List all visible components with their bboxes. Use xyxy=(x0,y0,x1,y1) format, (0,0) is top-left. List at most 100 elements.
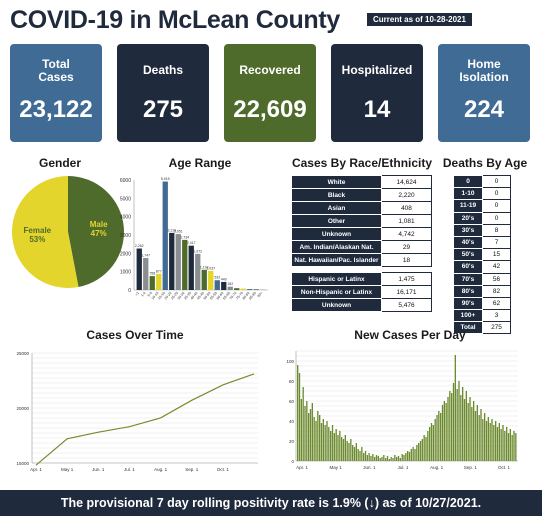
new-cases-bar xyxy=(372,454,374,461)
deaths-row: 40's 7 xyxy=(453,235,511,250)
new-cases-bar xyxy=(485,421,488,461)
age-bar-value-label: 5,915 xyxy=(161,177,170,181)
age-range-chart: 0 1000 2000 3000 4000 5000 6000 2,262 <1 1,747 1-4… xyxy=(120,177,268,301)
race-value: 408 xyxy=(381,201,432,215)
new-cases-bar xyxy=(474,411,477,461)
new-cases-bar xyxy=(416,445,418,461)
new-cases-bar xyxy=(348,443,350,461)
new-cases-bar xyxy=(443,401,445,461)
new-cases-bar xyxy=(504,431,506,461)
age-bar xyxy=(227,286,233,290)
age-category-label: 90+ xyxy=(257,291,264,298)
age-y-tick-label: 4000 xyxy=(120,215,131,221)
deaths-age-label: 1-10 xyxy=(453,187,483,201)
age-category-label: 80-84 xyxy=(242,291,251,300)
age-bar-value-label: 3,116 xyxy=(168,228,177,232)
card-value: 22,609 xyxy=(233,96,307,123)
new-cases-bar xyxy=(331,425,334,461)
as-of-badge: Current as of 10-28-2021 xyxy=(367,13,472,26)
new-cases-bar xyxy=(445,403,447,461)
new-cases-bar xyxy=(401,454,403,461)
bar-x-tick-label: Jun. 1 xyxy=(363,465,376,470)
deaths-row: 70's 56 xyxy=(453,272,511,286)
cases-over-time-chart: 15000 20000 25000 Apr. 1 May 1 Jun. 1 Jul. 1 Au… xyxy=(16,351,258,472)
age-y-tick-label: 5000 xyxy=(120,196,131,202)
age-bar-value-label: 2,734 xyxy=(180,235,189,239)
deaths-count: 8 xyxy=(482,223,511,237)
new-cases-bar xyxy=(429,427,431,461)
pie-label-percent: 53% xyxy=(29,235,45,244)
new-cases-bar xyxy=(469,397,471,461)
new-cases-bar xyxy=(458,381,460,461)
new-cases-chart: 0 20 40 60 80 100 Apr. 1 May 1 Jun. 1 Jul. 1 Aug. … xyxy=(286,350,518,470)
pie-label-percent: 47% xyxy=(91,229,107,238)
age-category-label: 25-29 xyxy=(170,291,179,300)
age-category-label: 1-4 xyxy=(140,291,146,297)
age-bar-value-label: 1,747 xyxy=(141,253,150,257)
age-y-tick-label: 3000 xyxy=(120,233,131,239)
card-total-cases: Total Cases 23,122 xyxy=(10,44,102,142)
deaths-row: 80's 82 xyxy=(453,284,511,298)
age-y-tick-label: 0 xyxy=(128,288,131,294)
line-series-cases xyxy=(35,373,255,466)
race-label: Non-Hispanic or Latinx xyxy=(291,285,382,299)
line-y-tick-label: 15000 xyxy=(16,461,29,466)
age-y-tick-label: 1000 xyxy=(120,270,131,276)
pie-slice-female xyxy=(12,176,79,288)
new-cases-bar xyxy=(509,429,511,461)
age-bar-value-label: 1,037 xyxy=(206,266,215,270)
deaths-age-label: 100+ xyxy=(453,309,483,323)
new-cases-bar xyxy=(495,421,497,461)
age-bar-value-label: 2,417 xyxy=(187,241,196,245)
new-cases-bar xyxy=(456,389,458,461)
deaths-by-age-title: Deaths By Age xyxy=(442,156,528,170)
age-bar xyxy=(201,269,207,290)
card-deaths: Deaths 275 xyxy=(117,44,209,142)
new-cases-bar xyxy=(383,455,385,461)
new-cases-bar xyxy=(333,433,335,461)
new-cases-bar xyxy=(484,413,486,461)
new-cases-bar xyxy=(513,431,515,461)
new-cases-bar xyxy=(440,413,442,461)
new-cases-bar xyxy=(493,425,495,461)
race-row: Am. Indian/Alaskan Nat. 29 xyxy=(291,240,432,254)
new-cases-bar xyxy=(319,415,321,461)
positivity-footer: The provisional 7 day rolling positivity… xyxy=(0,490,542,516)
age-y-tick-label: 2000 xyxy=(120,251,131,257)
age-category-label: 55-59 xyxy=(209,291,218,300)
deaths-age-label: Total xyxy=(453,321,483,335)
age-bar xyxy=(149,276,155,290)
age-range-title: Age Range xyxy=(168,156,232,170)
race-row: Unknown 4,742 xyxy=(291,227,432,241)
bar-x-tick-label: Apr. 1 xyxy=(296,465,308,470)
page-title: COVID-19 in McLean County xyxy=(10,6,341,34)
age-bar-value-label: 877 xyxy=(156,269,162,273)
deaths-row: 11-19 0 xyxy=(453,199,511,213)
new-cases-bar xyxy=(463,399,466,461)
race-value: 18 xyxy=(381,253,432,267)
new-cases-bar xyxy=(298,373,301,461)
card-value: 275 xyxy=(142,96,184,123)
race-label: Unknown xyxy=(291,298,382,312)
new-cases-bar xyxy=(511,435,513,461)
deaths-age-label: 20's xyxy=(453,211,483,225)
bar-y-tick-label: 0 xyxy=(291,459,294,464)
new-cases-bar xyxy=(309,409,312,461)
race-label: Nat. Hawaiian/Pac. Islander xyxy=(291,253,382,267)
new-cases-bar xyxy=(304,406,306,461)
race-label: Black xyxy=(291,188,382,202)
new-cases-bar xyxy=(392,458,394,461)
new-cases-bar xyxy=(462,387,464,461)
age-bar-value-label: 1,972 xyxy=(193,249,202,253)
race-label: Asian xyxy=(291,201,382,215)
new-cases-bar xyxy=(482,419,484,461)
new-cases-bar xyxy=(425,437,427,461)
race-row: Other 1,081 xyxy=(291,214,432,228)
card-recovered: Recovered 22,609 xyxy=(224,44,316,142)
line-x-tick-label: Oct. 1 xyxy=(217,467,230,472)
new-cases-bar xyxy=(447,397,449,461)
new-cases-bar xyxy=(317,411,319,461)
new-cases-bar xyxy=(397,456,400,461)
age-bar-value-label: 532 xyxy=(214,276,220,280)
age-category-label: 70-74 xyxy=(229,291,238,300)
